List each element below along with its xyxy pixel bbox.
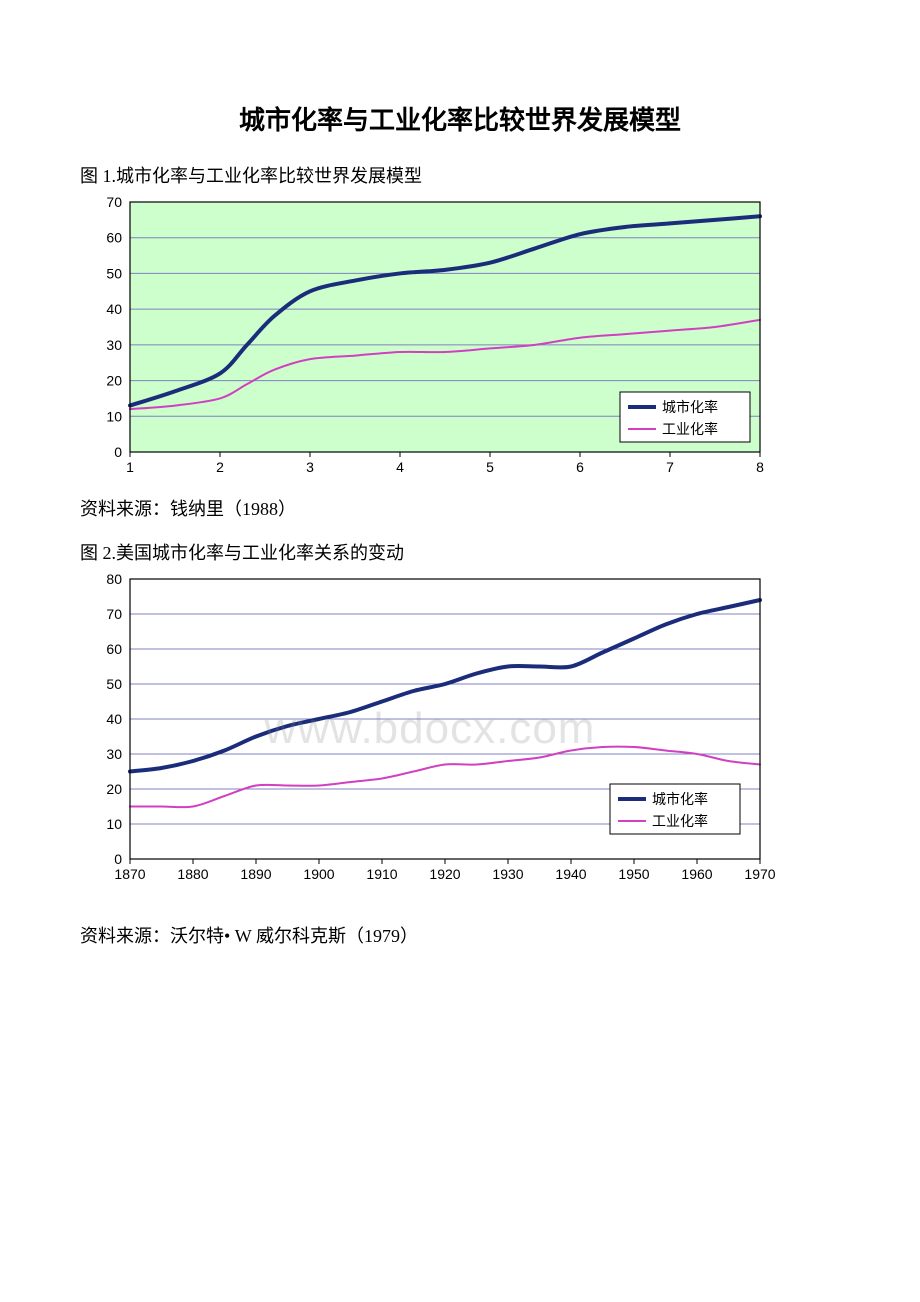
svg-text:0: 0 (114, 444, 122, 460)
svg-text:6: 6 (576, 459, 584, 475)
svg-text:10: 10 (106, 816, 122, 832)
svg-text:10: 10 (106, 408, 122, 424)
svg-text:30: 30 (106, 746, 122, 762)
legend-label: 城市化率 (662, 399, 718, 416)
svg-text:3: 3 (306, 459, 314, 475)
svg-text:1910: 1910 (366, 866, 397, 882)
svg-text:70: 70 (106, 606, 122, 622)
legend-label: 工业化率 (652, 813, 708, 830)
svg-text:80: 80 (106, 571, 122, 587)
svg-text:5: 5 (486, 459, 494, 475)
svg-text:7: 7 (666, 459, 674, 475)
svg-text:1950: 1950 (618, 866, 649, 882)
svg-text:20: 20 (106, 373, 122, 389)
svg-text:1890: 1890 (240, 866, 271, 882)
svg-text:1940: 1940 (555, 866, 586, 882)
legend-label: 城市化率 (652, 791, 708, 808)
svg-text:50: 50 (106, 265, 122, 281)
svg-text:1960: 1960 (681, 866, 712, 882)
svg-text:0: 0 (114, 851, 122, 867)
svg-text:2: 2 (216, 459, 224, 475)
svg-text:1920: 1920 (429, 866, 460, 882)
svg-text:4: 4 (396, 459, 404, 475)
svg-text:8: 8 (756, 459, 764, 475)
svg-text:20: 20 (106, 781, 122, 797)
chart-svg: 0 10 20 30 40 50 60 70 1 2 3 4 5 6 7 8 城市化率工业化率 (80, 192, 780, 482)
svg-text:1900: 1900 (303, 866, 334, 882)
svg-text:70: 70 (106, 194, 122, 210)
svg-text:1880: 1880 (177, 866, 208, 882)
figure1-chart: 0 10 20 30 40 50 60 70 1 2 3 4 5 6 7 8 城市化率工业化率 (80, 192, 780, 482)
page-title: 城市化率与工业化率比较世界发展模型 (80, 100, 840, 137)
figure1-caption: 图 1.城市化率与工业化率比较世界发展模型 (80, 162, 840, 188)
svg-text:1870: 1870 (114, 866, 145, 882)
svg-text:40: 40 (106, 301, 122, 317)
figure1-source: 资料来源：钱纳里（1988） (80, 495, 840, 521)
figure2-caption: 图 2.美国城市化率与工业化率关系的变动 (80, 539, 840, 565)
svg-text:60: 60 (106, 230, 122, 246)
figure2-source: 资料来源：沃尔特• W 威尔科克斯（1979） (80, 922, 840, 948)
svg-text:1930: 1930 (492, 866, 523, 882)
chart-svg: 0 10 20 30 40 50 60 70 80 1870 1880 1890 1900 1910 192… (80, 569, 780, 889)
svg-text:1970: 1970 (744, 866, 775, 882)
svg-text:60: 60 (106, 641, 122, 657)
figure2-chart: 0 10 20 30 40 50 60 70 80 1870 1880 1890 1900 1910 192… (80, 569, 780, 889)
svg-text:40: 40 (106, 711, 122, 727)
svg-text:50: 50 (106, 676, 122, 692)
svg-text:1: 1 (126, 459, 134, 475)
svg-text:30: 30 (106, 337, 122, 353)
legend-label: 工业化率 (662, 421, 718, 438)
